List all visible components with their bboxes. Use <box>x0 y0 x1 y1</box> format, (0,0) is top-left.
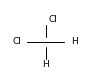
Text: H: H <box>72 37 78 47</box>
Text: Cl: Cl <box>13 37 22 47</box>
Text: Cl: Cl <box>49 15 58 24</box>
Text: H: H <box>42 60 49 69</box>
